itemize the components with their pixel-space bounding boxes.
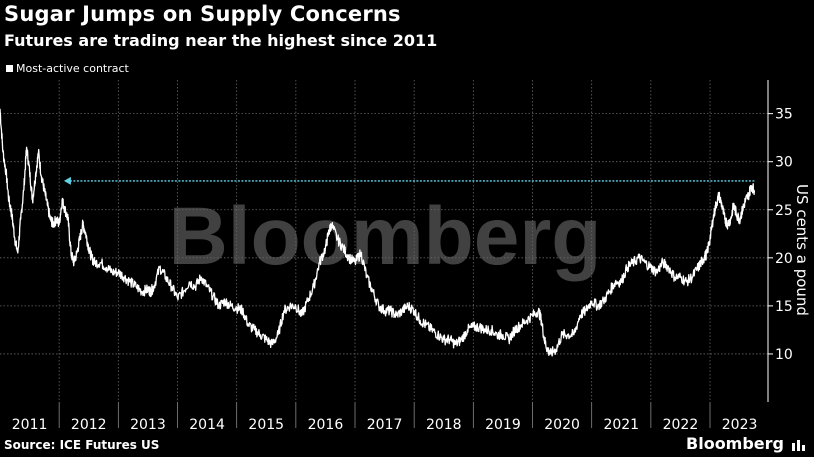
x-tick-label: 2019 [485, 417, 521, 433]
brand-logo-text: Bloomberg [686, 434, 784, 453]
legend: Most-active contract [6, 62, 129, 75]
series-layer [0, 108, 756, 357]
bar-chart-icon [792, 440, 805, 451]
x-tick-label: 2011 [12, 417, 48, 433]
x-tick-label: 2012 [71, 417, 107, 433]
x-tick-label: 2021 [603, 417, 639, 433]
x-tick-label: 2022 [663, 417, 699, 433]
reference-arrow-layer [63, 176, 755, 185]
series-line-most-active-contract [0, 108, 756, 357]
reference-arrow-head [63, 176, 71, 185]
y-tick-label: 25 [775, 203, 793, 219]
x-tick-label: 2015 [248, 417, 284, 433]
y-tick-label: 10 [775, 347, 793, 363]
legend-swatch [6, 65, 13, 72]
x-tick-label: 2018 [426, 417, 462, 433]
y-tick-label: 35 [775, 107, 793, 123]
chart-subtitle: Futures are trading near the highest sin… [4, 31, 438, 50]
x-tick-label: 2016 [308, 417, 344, 433]
source-note: Source: ICE Futures US [4, 438, 160, 452]
y-tick-label: 15 [775, 299, 793, 315]
chart-title: Sugar Jumps on Supply Concerns [4, 2, 401, 26]
y-axis-label: US cents a pound [793, 184, 811, 316]
x-tick-label: 2017 [367, 417, 403, 433]
x-tick-label: 2013 [130, 417, 166, 433]
y-tick-label: 30 [775, 155, 793, 171]
grid-layer [0, 80, 768, 402]
legend-label: Most-active contract [16, 62, 129, 75]
axis-layer: 10 15 20 25 30 35 2011 2012 2013 2014 2015 2016 2017… [12, 80, 793, 433]
y-tick-label: 20 [775, 251, 793, 267]
x-tick-label: 2023 [722, 417, 758, 433]
x-tick-label: 2020 [544, 417, 580, 433]
x-tick-label: 2014 [189, 417, 225, 433]
watermark-text: Bloomberg [169, 191, 602, 282]
